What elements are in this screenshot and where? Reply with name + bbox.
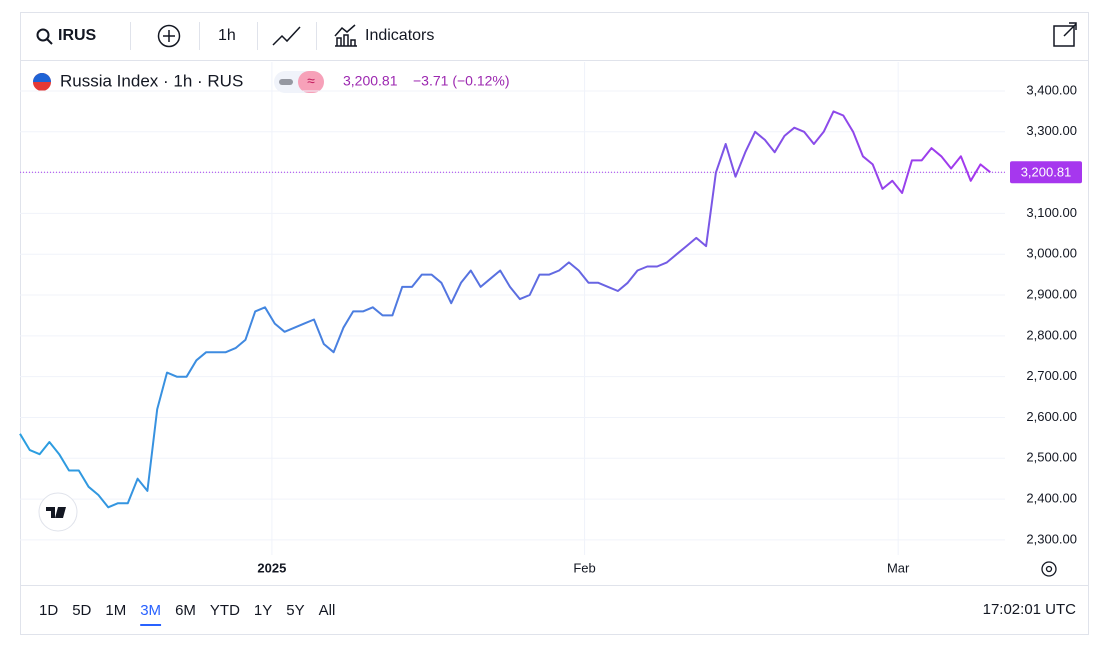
symbol-search[interactable]: IRUS [36,27,97,45]
popout-icon [1063,22,1077,37]
range-button[interactable]: 1Y [254,602,272,619]
range-button[interactable]: 1M [105,602,126,619]
flag-icon [33,73,51,82]
gear-icon [1041,561,1057,577]
clock: 17:02:01 UTC [983,601,1077,618]
search-icon [36,28,50,42]
indicators-button[interactable]: Indicators [334,24,434,47]
plus-icon [163,30,175,42]
range-button[interactable]: 5Y [286,602,304,619]
x-tick-label: Mar [887,560,910,575]
range-button[interactable]: All [319,602,336,619]
logo [46,507,66,518]
toggle-icon [298,71,324,93]
toggle-icon: ≈ [307,73,315,89]
y-tick-label: 3,300.00 [1026,123,1077,138]
range-button[interactable]: YTD [210,602,240,619]
x-tick-label: Feb [573,560,595,575]
plot: 2,300.00 2,400.00 2,500.00 2,600.00 2,700.00… [19,62,1082,575]
search-icon [46,38,53,45]
compare-button[interactable] [157,24,181,48]
y-tick-label: 2,300.00 [1026,531,1077,546]
y-tick-label: 3,100.00 [1026,205,1077,220]
last-price-label: 3,200.81 [1021,165,1072,180]
frame [20,12,1089,635]
range-button[interactable]: 5D [72,602,91,619]
chart-type-button[interactable] [272,26,301,46]
y-tick-label: 2,900.00 [1026,286,1077,301]
fullscreen-button[interactable] [1053,22,1077,47]
y-tick-label: 3,400.00 [1026,82,1077,97]
legend-change: −3.71 (−0.12%) [413,73,510,89]
settings-button[interactable] [1041,561,1057,577]
indicators-icon [334,24,357,47]
y-tick-label: 3,000.00 [1026,246,1077,261]
range-bar: 1D 5D 1M 3M 6M YTD 1Y 5Y All [39,602,335,626]
range-button[interactable]: 1D [39,602,58,619]
gear-icon [1045,565,1053,573]
range-button[interactable]: 6M [175,602,196,619]
price-line [19,110,991,509]
range-button[interactable]: 3M [140,602,161,619]
legend-name: Russia Index · 1h · RUS [60,71,243,90]
y-tick-label: 2,700.00 [1026,368,1077,383]
interval-button[interactable]: 1h [218,27,236,44]
y-tick-label: 2,400.00 [1026,491,1077,506]
y-tick-label: 2,800.00 [1026,327,1077,342]
legend-price: 3,200.81 [343,73,398,89]
last-price-box [1010,161,1082,184]
y-tick-label: 2,500.00 [1026,450,1077,465]
plus-icon [157,24,181,48]
indicators-label: Indicators [365,27,434,44]
popout-icon [1053,25,1075,47]
y-tick-label: 2,600.00 [1026,409,1077,424]
symbol: IRUS [58,27,97,44]
x-tick-label: 2025 [257,560,286,575]
toggle-icon [279,79,293,85]
range-underline [140,624,162,626]
